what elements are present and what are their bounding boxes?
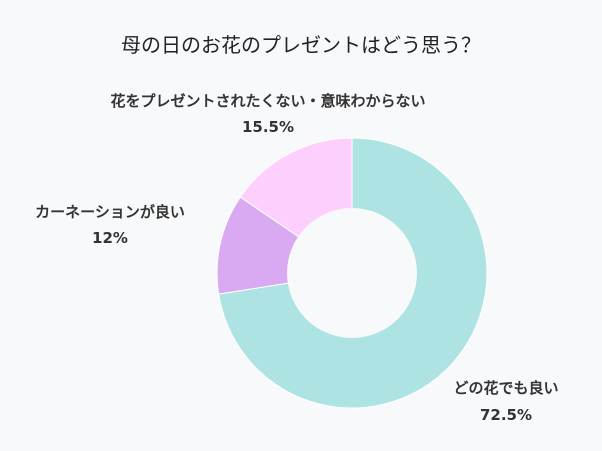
slice-value-label-1: 12% [92, 229, 128, 247]
donut-hole [287, 208, 417, 338]
slice-value-label-2: 15.5% [242, 118, 294, 136]
chart-title: 母の日のお花のプレゼントはどう思う？ [121, 33, 481, 57]
slice-label-2: 花をプレゼントされたくない・意味わからない [110, 92, 425, 110]
slice-label-0: どの花でも良い [453, 379, 558, 397]
slice-value-label-0: 72.5% [480, 406, 532, 424]
slice-label-1: カーネーションが良い [35, 203, 185, 221]
